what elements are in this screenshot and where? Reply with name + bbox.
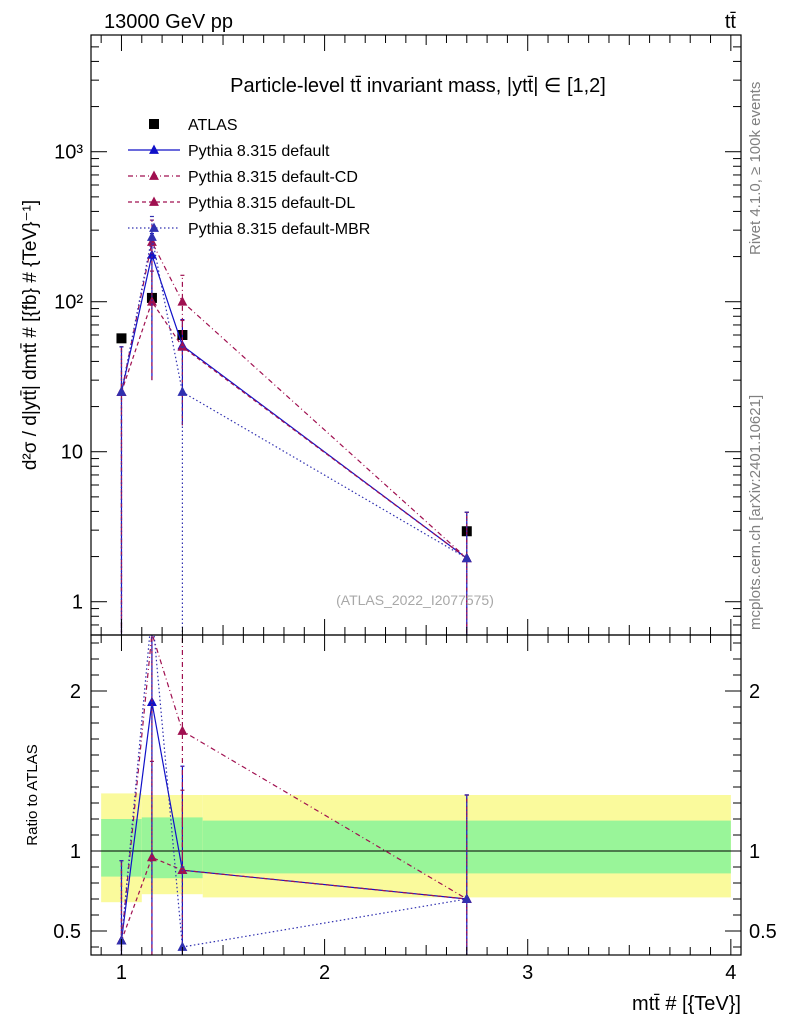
default-series-line bbox=[120, 252, 468, 559]
mbr-data-point bbox=[461, 552, 472, 563]
main-y-axis-label: d²σ / d|ytt̄| dmtt̄ # [{fb} # {TeV}⁻¹] bbox=[20, 200, 41, 470]
process-label: tt̄ bbox=[725, 11, 737, 33]
ratio-x-tick-label: 4 bbox=[725, 962, 736, 984]
main-y-tick-label: 10 bbox=[61, 442, 83, 464]
cd-ratio-point bbox=[177, 725, 188, 735]
dl-data-point bbox=[177, 341, 188, 351]
ratio-y-tick-label: 1 bbox=[70, 841, 81, 863]
ratio-inner-band bbox=[141, 817, 203, 879]
source-url-label: mcplots.cern.ch [arXiv:2401.10621] bbox=[747, 395, 764, 630]
energy-label: 13000 GeV pp bbox=[104, 11, 233, 33]
atlas-data-point bbox=[116, 333, 127, 344]
legend-atlas-marker bbox=[149, 119, 159, 129]
cd-ratio-line bbox=[120, 635, 468, 941]
main-panel: 1 10 10² 10³ Particle-level tt̄ invariant m… bbox=[20, 34, 742, 636]
default-ratio-line bbox=[120, 702, 467, 941]
legend-mbr-label: Pythia 8.315 default-MBR bbox=[188, 221, 370, 238]
cd-series-line bbox=[120, 240, 468, 559]
mbr-data-point bbox=[116, 386, 127, 396]
ratio-y-tick-label-right: 0.5 bbox=[749, 921, 777, 943]
ratio-y-axis-label: Ratio to ATLAS bbox=[24, 744, 41, 845]
cd-data-point bbox=[177, 296, 188, 306]
mbr-ratio-point bbox=[177, 941, 188, 951]
legend-mbr-marker bbox=[149, 222, 159, 232]
legend-cd-label: Pythia 8.315 default-CD bbox=[188, 169, 358, 186]
legend-dl-marker bbox=[149, 196, 159, 206]
default-data-point bbox=[146, 249, 157, 259]
dl-ratio-point bbox=[177, 864, 188, 875]
mbr-data-point bbox=[146, 231, 157, 241]
legend-default-label: Pythia 8.315 default bbox=[188, 143, 330, 160]
main-y-tick-label: 10³ bbox=[54, 142, 83, 164]
chart-title: Particle-level tt̄ invariant mass, |ytt̄… bbox=[230, 75, 606, 97]
main-y-tick-label: 10² bbox=[54, 292, 83, 314]
mbr-data-point bbox=[177, 386, 188, 396]
dl-ratio-line bbox=[120, 856, 467, 941]
ratio-y-tick-label-right: 2 bbox=[749, 681, 760, 703]
cd-data-point bbox=[146, 236, 157, 246]
mbr-ratio-line bbox=[120, 635, 467, 948]
ratio-panel: 0.5 0.5 1 1 2 2 1 2 3 4 Ratio to ATLAS mtt̄ # [{… bbox=[24, 634, 777, 1015]
mbr-series-line bbox=[120, 236, 468, 559]
legend-dl-label: Pythia 8.315 default-DL bbox=[188, 195, 355, 212]
legend-cd-marker bbox=[149, 170, 159, 180]
dl-ratio-point bbox=[146, 851, 157, 862]
legend: ATLAS Pythia 8.315 default Pythia 8.315 de… bbox=[128, 117, 370, 238]
rivet-version-label: Rivet 4.1.0, ≥ 100k events bbox=[747, 82, 764, 255]
legend-atlas-label: ATLAS bbox=[188, 117, 238, 134]
mbr-ratio-point bbox=[461, 893, 472, 903]
ratio-y-tick-label: 2 bbox=[70, 681, 81, 703]
ratio-y-tick-label: 0.5 bbox=[53, 921, 81, 943]
ratio-x-tick-label: 2 bbox=[319, 962, 330, 984]
ratio-y-tick-label-right: 1 bbox=[749, 841, 760, 863]
x-axis-label: mtt̄ # [{TeV}] bbox=[632, 993, 741, 1015]
dl-series-line bbox=[120, 300, 468, 559]
ratio-frame bbox=[90, 634, 742, 956]
ratio-x-tick-label: 1 bbox=[116, 962, 127, 984]
main-y-tick-label: 1 bbox=[72, 592, 83, 614]
analysis-watermark: (ATLAS_2022_I2077575) bbox=[336, 592, 494, 608]
legend-default-marker bbox=[149, 144, 159, 154]
ratio-x-tick-label: 3 bbox=[522, 962, 533, 984]
